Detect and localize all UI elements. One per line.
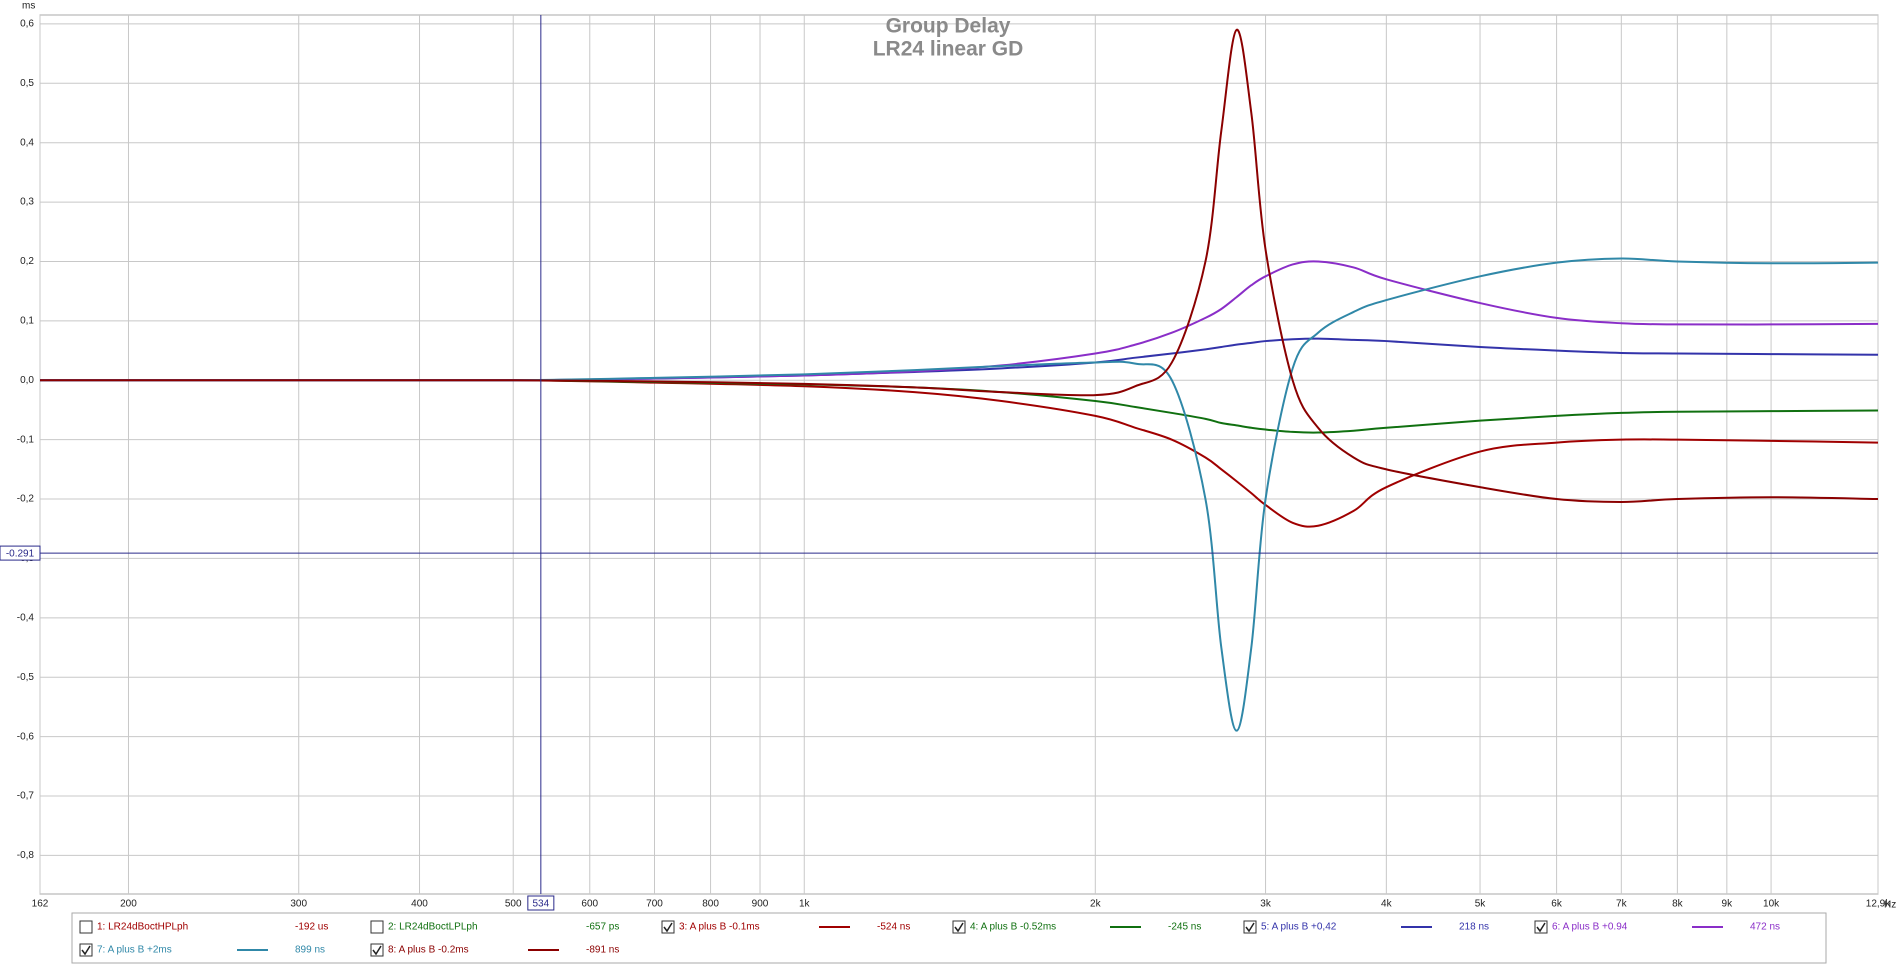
x-tick-label: 12,9k <box>1866 899 1891 910</box>
legend-label: 5: A plus B +0,42 <box>1261 922 1337 933</box>
x-tick-label: 400 <box>411 899 428 910</box>
legend-check <box>954 922 964 933</box>
x-unit: Hz <box>1884 900 1896 911</box>
y-tick-label: 0,3 <box>20 197 34 208</box>
legend-label: 2: LR24dBoctLPLph <box>388 922 478 933</box>
grid <box>39 15 1879 894</box>
legend-label: 7: A plus B +2ms <box>97 945 172 956</box>
chart-title: Group Delay <box>886 15 1011 38</box>
y-tick-label: 0,0 <box>20 375 34 386</box>
y-tick-label: -0,8 <box>17 850 35 861</box>
y-tick-label: -0,4 <box>17 612 35 623</box>
y-tick-label: 0,6 <box>20 19 34 30</box>
x-tick-label: 200 <box>120 899 137 910</box>
y-tick-label: -0,1 <box>17 434 35 445</box>
series-line <box>40 28 1879 504</box>
legend-checkbox[interactable] <box>370 943 384 957</box>
legend-checkbox[interactable] <box>79 943 93 957</box>
legend-box <box>71 912 1827 964</box>
y-tick-label: -0,2 <box>17 494 35 505</box>
legend-check <box>372 945 382 956</box>
legend-readout: -192 us <box>295 922 328 933</box>
x-tick-label: 9k <box>1722 899 1734 910</box>
legend-readout: -891 ns <box>586 945 619 956</box>
legend-label: 4: A plus B -0.52ms <box>970 922 1056 933</box>
legend-check <box>1245 922 1255 933</box>
plot-area <box>39 14 1879 895</box>
x-tick-label: 4k <box>1381 899 1393 910</box>
series-line <box>40 257 1879 732</box>
chart-subtitle: LR24 linear GD <box>873 38 1024 61</box>
x-tick-label: 8k <box>1672 899 1684 910</box>
x-tick-label: 1k <box>799 899 811 910</box>
x-tick-label: 900 <box>752 899 769 910</box>
legend-readout: 899 ns <box>295 945 325 956</box>
x-tick-label: 7k <box>1616 899 1628 910</box>
legend-checkbox[interactable] <box>661 920 675 934</box>
x-tick-label: 6k <box>1551 899 1563 910</box>
x-tick-label: 600 <box>581 899 598 910</box>
x-tick-label: 2k <box>1090 899 1102 910</box>
cursor-x-box <box>527 895 555 911</box>
legend-check <box>1536 922 1546 933</box>
legend-readout: 218 ns <box>1459 922 1489 933</box>
x-tick-label: 10k <box>1763 899 1780 910</box>
y-tick-label: 0,2 <box>20 256 34 267</box>
y-tick-label: 0,1 <box>20 316 34 327</box>
legend-readout: 472 ns <box>1750 922 1780 933</box>
y-tick-label: -0,5 <box>17 672 35 683</box>
legend-label: 6: A plus B +0.94 <box>1552 922 1628 933</box>
legend-checkbox[interactable] <box>79 920 93 934</box>
cursor-y-label: -0.291 <box>6 549 35 560</box>
cursor-x-label: 534 <box>532 899 549 910</box>
legend-checkbox[interactable] <box>952 920 966 934</box>
x-tick-label: 800 <box>702 899 719 910</box>
y-unit: ms <box>22 1 35 12</box>
legend: 1: LR24dBoctHPLph -192 us 2: LR24dBoctLPLp… <box>79 920 1780 957</box>
x-tick-label: 162 <box>32 899 49 910</box>
legend-label: 1: LR24dBoctHPLph <box>97 922 188 933</box>
legend-checkbox[interactable] <box>1243 920 1257 934</box>
y-tick-label: 0,4 <box>20 137 34 148</box>
curves <box>40 28 1879 732</box>
y-tick-label: 0,5 <box>20 78 34 89</box>
legend-checkbox[interactable] <box>1534 920 1548 934</box>
legend-checkbox[interactable] <box>370 920 384 934</box>
legend-readout: -245 ns <box>1168 922 1201 933</box>
x-tick-label: 300 <box>290 899 307 910</box>
cursor-y-box <box>0 545 41 561</box>
x-tick-label: 5k <box>1475 899 1487 910</box>
legend-readout: -657 ps <box>586 922 619 933</box>
legend-check <box>663 922 673 933</box>
x-tick-label: 500 <box>505 899 522 910</box>
x-tick-label: 700 <box>646 899 663 910</box>
legend-label: 3: A plus B -0.1ms <box>679 922 760 933</box>
legend-readout: -524 ns <box>877 922 910 933</box>
y-tick-label: -0,7 <box>17 791 35 802</box>
y-tick-label: -0,6 <box>17 731 35 742</box>
x-tick-label: 3k <box>1260 899 1272 910</box>
legend-check <box>81 945 91 956</box>
legend-label: 8: A plus B -0.2ms <box>388 945 469 956</box>
